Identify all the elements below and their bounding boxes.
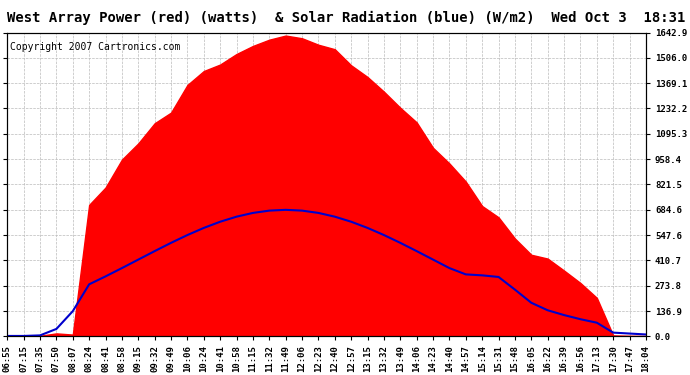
Text: West Array Power (red) (watts)  & Solar Radiation (blue) (W/m2)  Wed Oct 3  18:3: West Array Power (red) (watts) & Solar R…	[7, 11, 685, 26]
Text: Copyright 2007 Cartronics.com: Copyright 2007 Cartronics.com	[10, 42, 181, 52]
